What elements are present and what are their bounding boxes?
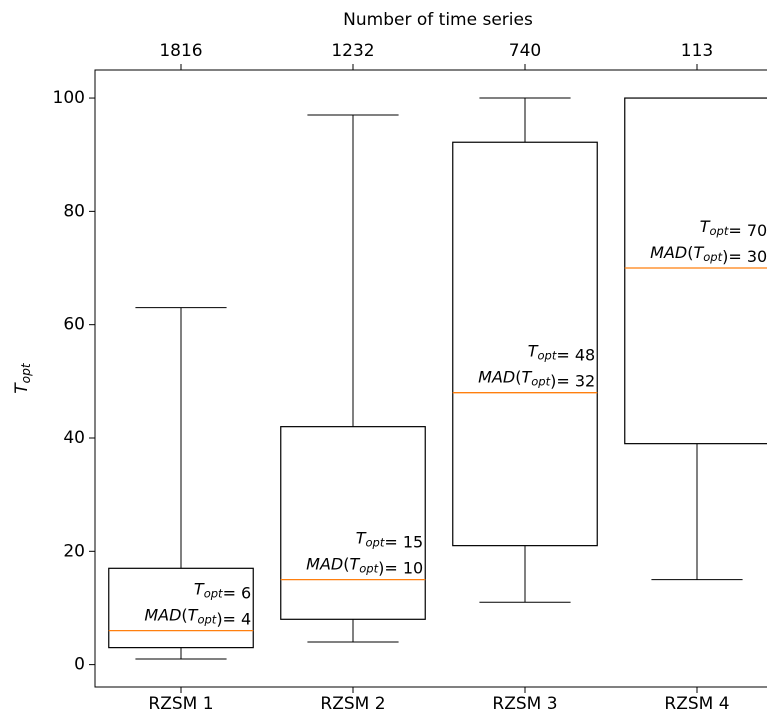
y-tick-label: 40 xyxy=(63,428,85,448)
y-tick-label: 20 xyxy=(63,541,85,561)
x-tick-label: RZSM 2 xyxy=(320,694,385,713)
y-tick-label: 80 xyxy=(63,201,85,221)
box xyxy=(624,97,767,445)
top-tick-label: 113 xyxy=(681,41,713,61)
top-tick-label: 1232 xyxy=(331,41,374,61)
annotation: MAD(Topt)= 10 xyxy=(306,554,423,577)
top-tick-label: 1816 xyxy=(159,41,202,61)
annotation: MAD(Topt)= 4 xyxy=(144,605,251,628)
top-axis-title: Number of time series xyxy=(343,10,533,30)
x-tick-label: RZSM 3 xyxy=(492,694,557,713)
annotation: Topt= 48 xyxy=(528,341,596,364)
annotation: MAD(Topt)= 32 xyxy=(478,367,595,390)
annotation: Topt= 6 xyxy=(194,579,251,602)
y-tick-label: 0 xyxy=(74,655,85,675)
y-tick-label: 60 xyxy=(63,315,85,335)
x-tick-label: RZSM 4 xyxy=(664,694,729,713)
annotation: Topt= 15 xyxy=(356,528,424,551)
annotation: MAD(Topt)= 30 xyxy=(650,243,767,266)
plot-frame xyxy=(94,69,767,688)
box xyxy=(452,141,598,547)
y-tick-label: 100 xyxy=(53,88,85,108)
box xyxy=(108,567,254,649)
y-axis-label: Topt xyxy=(12,362,33,394)
top-tick-label: 740 xyxy=(509,41,541,61)
x-tick-label: RZSM 1 xyxy=(148,694,213,713)
annotation: Topt= 70 xyxy=(700,217,767,240)
box xyxy=(280,426,426,620)
